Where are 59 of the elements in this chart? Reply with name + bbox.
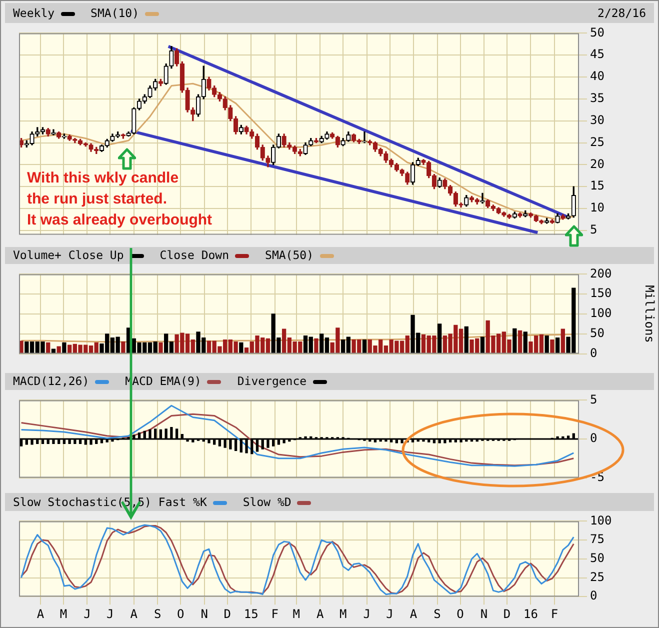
y-tick-label: 5: [590, 392, 598, 406]
y-tick-label: 100: [590, 513, 612, 528]
legend-label: Volume+ Close Up: [13, 248, 124, 262]
annotation: With this wkly candle: [27, 169, 179, 186]
x-tick-label: J: [84, 606, 91, 621]
x-tick-label: F: [271, 606, 278, 621]
legend-label: Fast %K: [158, 495, 207, 509]
y-tick-label: 50: [590, 326, 604, 340]
x-tick-label: S: [434, 606, 441, 621]
legend-label: MACD(12,26): [13, 374, 90, 388]
x-tick-label: F: [550, 606, 558, 621]
y-tick-label: 25: [590, 134, 604, 149]
x-tick-label: O: [177, 606, 184, 621]
x-tick-label: J: [386, 606, 394, 621]
y-tick-label: 10: [590, 200, 604, 215]
legend-label: SMA(50): [265, 248, 314, 262]
x-tick-label: J: [106, 606, 114, 621]
annotation: It was already overbought: [27, 211, 212, 228]
y-tick-label: 30: [590, 112, 604, 127]
y-tick-label: 15: [590, 178, 604, 193]
legend-label: Divergence: [237, 374, 307, 388]
y-tick-label: 20: [590, 156, 604, 171]
annotation: the run just started.: [27, 190, 168, 208]
y-tick-label: 75: [590, 532, 604, 546]
x-tick-label: M: [339, 606, 347, 621]
x-tick-label: A: [36, 606, 45, 621]
x-tick-label: J: [363, 606, 370, 621]
y-tick-label: 0: [590, 346, 598, 360]
y-tick-label: 0: [590, 588, 598, 603]
x-tick-label: N: [480, 606, 488, 621]
y-tick-label: 200: [590, 266, 612, 280]
y-tick-label: 5: [590, 222, 598, 237]
x-tick-label: D: [503, 606, 511, 621]
y-tick-label: 25: [590, 570, 604, 584]
legend-label: Weekly: [13, 6, 55, 20]
legend-label: Close Down: [160, 248, 230, 262]
x-tick-label: O: [456, 606, 464, 621]
x-tick-label: S: [154, 606, 162, 621]
x-tick-label: 15: [244, 606, 258, 621]
y-tick-label: 100: [590, 306, 612, 320]
y-tick-label: 150: [590, 286, 612, 300]
y-tick-label: 45: [590, 47, 604, 62]
legend-label: SMA(10): [90, 6, 140, 20]
x-tick-label: A: [130, 606, 138, 621]
y-tick-label: 40: [590, 69, 604, 84]
text: 2/28/16: [598, 5, 646, 22]
x-tick-label: M: [60, 606, 68, 621]
x-tick-label: A: [316, 606, 324, 621]
x-tick-label: N: [200, 606, 208, 621]
x-tick-label: A: [410, 606, 418, 621]
x-tick-label: 16: [524, 606, 538, 621]
y-tick-label: 50: [590, 25, 604, 40]
y-axis-title: Millions: [642, 285, 657, 343]
x-tick-label: M: [292, 606, 300, 621]
legend-label: Slow %D: [242, 495, 292, 509]
y-tick-label: 50: [590, 551, 604, 566]
y-tick-label: 35: [590, 91, 604, 106]
x-tick-label: D: [224, 606, 231, 621]
y-tick-label: 0: [590, 431, 598, 446]
